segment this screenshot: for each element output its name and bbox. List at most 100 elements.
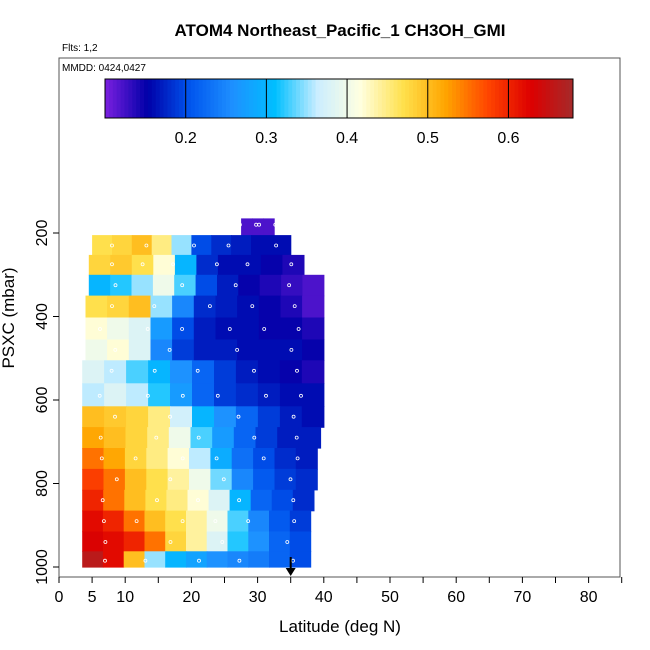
y-tick-label: 200: [34, 220, 51, 247]
heatmap-cell: [206, 531, 229, 552]
sample-point: [192, 243, 196, 248]
heatmap-cell: [172, 295, 195, 319]
heatmap-cell: [279, 406, 303, 428]
heatmap-cell: [147, 427, 170, 449]
colorbar-segment: [331, 79, 336, 118]
heatmap-cell: [289, 531, 312, 552]
y-tick-label: 800: [34, 470, 51, 497]
heatmap-cell: [167, 468, 190, 491]
sample-point: [180, 393, 185, 398]
sample-point: [213, 519, 218, 523]
heatmap-cell: [124, 448, 147, 470]
heatmap-cell: [107, 317, 130, 340]
colorbar-segment: [253, 79, 258, 118]
colorbar-segment: [541, 79, 547, 118]
heatmap-cell: [280, 339, 303, 361]
sample-point: [102, 519, 106, 523]
heatmap-cell: [110, 254, 133, 276]
colorbar-segment: [483, 79, 488, 118]
heatmap-cell: [82, 468, 105, 491]
heatmap-cell: [277, 427, 300, 449]
sample-point: [167, 347, 172, 352]
colorbar-segment: [565, 79, 570, 118]
colorbar-segment: [128, 79, 133, 118]
colorbar-segment: [206, 79, 211, 118]
heatmap-cell: [82, 360, 105, 384]
colorbar-segment: [167, 79, 172, 118]
colorbar: [104, 78, 574, 119]
heatmap-cell: [82, 531, 104, 552]
sample-point: [233, 283, 238, 288]
sample-point: [273, 222, 278, 227]
heatmap-cell: [171, 235, 192, 256]
heatmap-cell: [211, 235, 232, 256]
sample-point: [100, 498, 105, 503]
sample-point: [113, 283, 118, 288]
sample-point: [257, 222, 262, 227]
sample-point: [215, 393, 220, 398]
sample-point: [246, 519, 251, 523]
heatmap-cell: [210, 448, 233, 470]
heatmap-cell: [302, 339, 325, 361]
colorbar-segment: [112, 79, 118, 118]
colorbar-segment: [526, 79, 531, 118]
x-tick-label: 70: [514, 589, 532, 606]
colorbar-segment: [292, 79, 297, 118]
sample-point: [154, 435, 159, 440]
heatmap-cell: [214, 383, 237, 407]
x-tick-label: 5: [88, 589, 97, 606]
heatmap-cell: [269, 551, 291, 568]
heatmap-cell: [82, 489, 104, 512]
colorbar-segment: [358, 79, 363, 118]
colorbar-segment: [491, 79, 496, 118]
x-tick-label: 0: [55, 589, 64, 606]
heatmap-cell: [128, 295, 152, 319]
sample-point: [289, 347, 294, 352]
colorbar-segment: [362, 79, 367, 118]
heatmap-cell: [239, 254, 262, 276]
heatmap-cell: [151, 235, 173, 256]
colorbar-segment: [409, 79, 414, 118]
colorbar-segment: [120, 79, 125, 118]
colorbar-segment: [436, 79, 441, 118]
heatmap-cell: [195, 274, 218, 297]
heatmap-cell: [269, 531, 291, 552]
heatmap-cell: [235, 406, 259, 428]
heatmap-cell: [210, 468, 233, 491]
colorbar-segment: [381, 79, 387, 118]
sample-point: [227, 327, 232, 331]
sample-point: [274, 243, 279, 248]
heatmap-cell: [102, 551, 125, 568]
heatmap-cell: [253, 468, 276, 491]
colorbar-segment: [456, 79, 461, 118]
heatmap-cell: [104, 406, 127, 428]
colorbar-segment: [420, 79, 426, 118]
heatmap-cell: [82, 510, 104, 533]
colorbar-segment: [225, 79, 231, 118]
sample-point: [168, 540, 173, 544]
colorbar-segment: [280, 79, 285, 118]
heatmap-cell: [257, 383, 281, 407]
x-tick-label: 50: [381, 589, 399, 606]
sample-point: [226, 243, 231, 248]
heatmap-cell: [88, 274, 111, 297]
colorbar-segment: [202, 79, 207, 118]
heatmap-cell: [274, 448, 297, 470]
sample-point: [292, 304, 297, 309]
heatmap-cell: [186, 551, 208, 568]
sample-point: [134, 519, 139, 523]
chart-title: ATOM4 Northeast_Pacific_1 CH3OH_GMI: [175, 21, 506, 40]
heatmap-cell: [235, 383, 259, 407]
sample-point: [196, 435, 201, 440]
sample-point: [236, 414, 241, 419]
colorbar-segment: [448, 79, 453, 118]
heatmap-cell: [231, 235, 252, 256]
colorbar-segment: [389, 79, 395, 118]
sample-point: [155, 498, 159, 503]
colorbar-segment: [261, 79, 266, 118]
heatmap-cell: [123, 551, 146, 568]
heatmap-cell: [88, 254, 111, 276]
heatmap-cell: [257, 406, 281, 428]
heatmap-cell: [292, 489, 315, 512]
sample-point: [262, 327, 267, 331]
